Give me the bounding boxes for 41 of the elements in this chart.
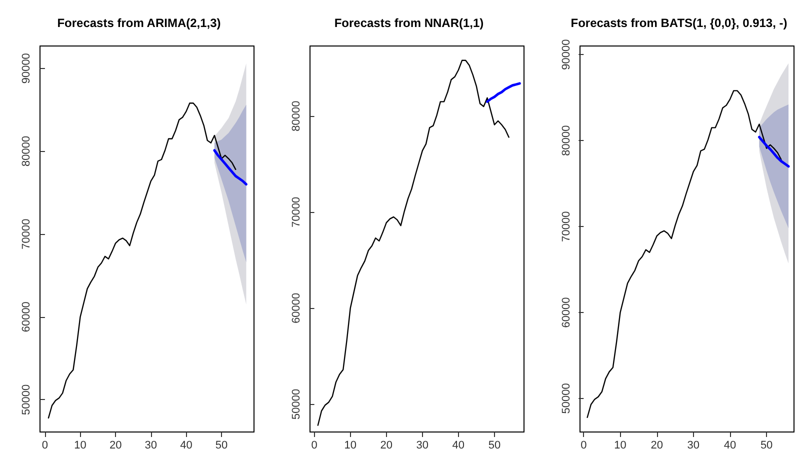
y-tick-label: 70000	[290, 196, 302, 228]
line-series	[48, 102, 236, 419]
chart-title: Forecasts from NNAR(1,1)	[334, 16, 484, 30]
x-tick-label: 40	[180, 440, 192, 452]
chart-title: Forecasts from ARIMA(2,1,3)	[57, 16, 221, 30]
x-tick-label: 20	[650, 440, 663, 452]
x-tick-label: 0	[580, 440, 587, 452]
x-tick-label: 50	[760, 440, 773, 452]
x-tick-label: 20	[380, 440, 392, 452]
x-tick-label: 40	[452, 440, 465, 452]
line-series	[317, 60, 510, 426]
y-tick-label: 50000	[290, 388, 302, 420]
y-tick-label: 80000	[560, 125, 572, 156]
x-tick-label: 50	[215, 440, 228, 452]
x-tick-label: 30	[687, 440, 700, 452]
line-series	[486, 82, 521, 103]
line-series	[213, 149, 248, 186]
x-tick-label: 10	[344, 440, 356, 452]
x-tick-label: 40	[724, 440, 736, 452]
y-tick-label: 80000	[20, 136, 32, 166]
y-tick-label: 60000	[20, 302, 32, 332]
line-series	[758, 136, 790, 168]
y-tick-label: 80000	[290, 100, 302, 132]
y-tick-label: 90000	[20, 53, 32, 84]
y-tick-label: 90000	[560, 39, 572, 70]
x-tick-label: 30	[144, 440, 158, 452]
x-tick-label: 50	[488, 440, 501, 452]
x-tick-label: 30	[416, 440, 429, 452]
x-tick-label: 10	[74, 440, 86, 452]
y-tick-label: 70000	[560, 211, 572, 242]
chart-title: Forecasts from BATS(1, {0,0}, 0.913, -)	[570, 16, 788, 30]
line-series	[586, 90, 782, 418]
x-tick-label: 0	[42, 440, 48, 452]
y-tick-label: 50000	[20, 384, 32, 415]
x-tick-label: 10	[614, 440, 626, 452]
x-tick-label: 20	[109, 440, 122, 452]
y-tick-label: 60000	[290, 292, 302, 324]
y-tick-label: 60000	[560, 297, 572, 328]
x-tick-label: 0	[311, 440, 318, 452]
y-tick-label: 50000	[560, 383, 572, 414]
y-tick-label: 70000	[20, 218, 32, 250]
